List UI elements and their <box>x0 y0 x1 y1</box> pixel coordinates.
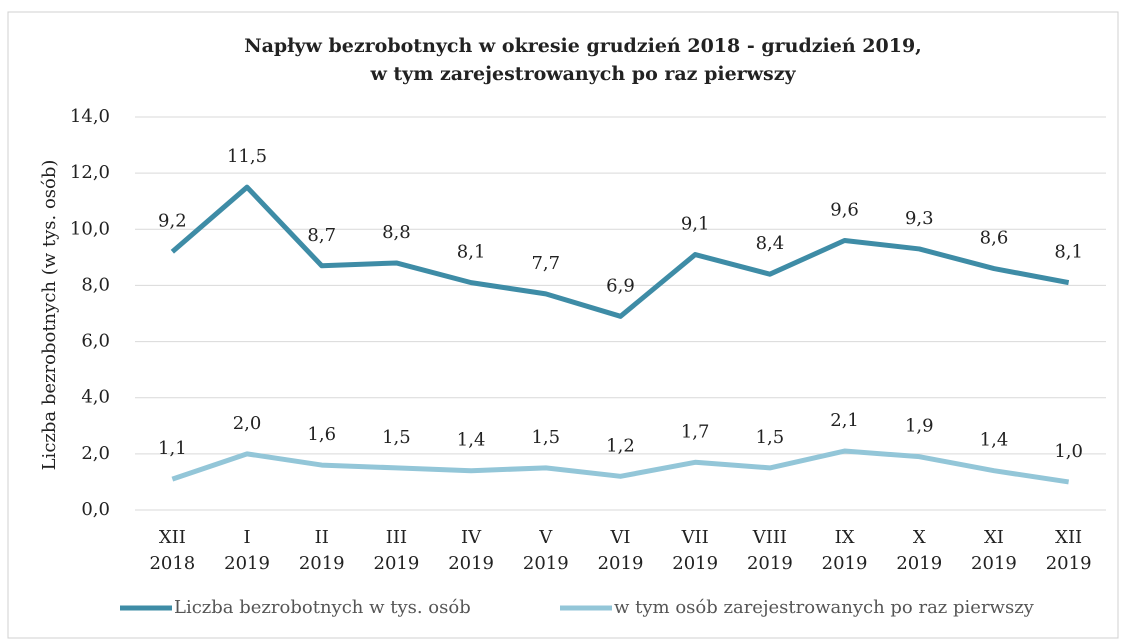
data-label: 8,1 <box>1054 242 1083 263</box>
y-tick-label: 12,0 <box>70 162 110 183</box>
data-label: 11,5 <box>227 146 267 167</box>
data-label: 1,7 <box>681 421 710 442</box>
line-series <box>170 184 1070 319</box>
data-label: 2,1 <box>830 410 859 431</box>
x-tick-label: 2019 <box>822 553 868 574</box>
y-tick-label: 6,0 <box>81 331 110 352</box>
data-label: 8,7 <box>307 225 336 246</box>
x-tick-label: II <box>315 527 329 548</box>
y-tick-label: 8,0 <box>81 274 110 295</box>
legend-label: Liczba bezrobotnych w tys. osób <box>174 597 471 618</box>
data-label: 1,9 <box>905 416 934 437</box>
data-label: 1,4 <box>980 430 1009 451</box>
data-label: 1,6 <box>307 424 336 445</box>
x-tick-label: 2019 <box>896 553 942 574</box>
y-axis-label: Liczba bezrobotnych (w tys. osób) <box>39 160 60 471</box>
data-label: 9,6 <box>830 200 859 221</box>
x-tick-label: XII <box>1055 527 1082 548</box>
x-tick-label: 2019 <box>448 553 494 574</box>
line-series <box>171 448 1070 485</box>
x-tick-label: III <box>386 527 407 548</box>
x-tick-label: X <box>913 527 926 548</box>
y-tick-label: 10,0 <box>70 218 110 239</box>
data-label: 7,7 <box>531 253 560 274</box>
x-tick-label: IV <box>461 527 482 548</box>
x-tick-label: 2019 <box>299 553 345 574</box>
chart-title: Napływ bezrobotnych w okresie grudzień 2… <box>244 35 922 57</box>
data-label: 1,0 <box>1054 441 1083 462</box>
x-tick-label: 2019 <box>598 553 644 574</box>
data-label: 1,5 <box>531 427 560 448</box>
x-tick-label: 2019 <box>971 553 1017 574</box>
x-tick-label: XI <box>984 527 1004 548</box>
data-label: 9,2 <box>158 211 187 232</box>
data-label: 1,4 <box>457 430 486 451</box>
x-tick-label: V <box>538 527 553 548</box>
x-tick-label: 2019 <box>374 553 420 574</box>
x-tick-label: VIII <box>752 527 787 548</box>
x-tick-label: 2019 <box>1046 553 1092 574</box>
data-label: 8,1 <box>457 242 486 263</box>
data-label: 6,9 <box>606 275 635 296</box>
chart-title: w tym zarejestrowanych po raz pierwszy <box>369 63 796 85</box>
x-tick-label: XII <box>159 527 186 548</box>
y-tick-label: 4,0 <box>81 387 110 408</box>
x-tick-label: IX <box>835 527 855 548</box>
data-label: 1,1 <box>158 438 187 459</box>
y-tick-label: 2,0 <box>81 443 110 464</box>
x-tick-label: 2019 <box>224 553 270 574</box>
y-tick-label: 14,0 <box>70 106 110 127</box>
x-tick-label: 2018 <box>149 553 195 574</box>
data-label: 8,8 <box>382 222 411 243</box>
x-tick-label: 2019 <box>672 553 718 574</box>
x-tick-label: I <box>243 527 250 548</box>
x-tick-label: VI <box>609 527 630 548</box>
data-label: 8,4 <box>756 233 785 254</box>
x-tick-label: 2019 <box>523 553 569 574</box>
data-label: 1,2 <box>606 435 635 456</box>
data-label: 8,6 <box>980 228 1009 249</box>
data-label: 2,0 <box>233 413 262 434</box>
data-label: 9,1 <box>681 214 710 235</box>
data-label: 9,3 <box>905 208 934 229</box>
x-tick-label: VII <box>681 527 709 548</box>
data-label: 1,5 <box>756 427 785 448</box>
chart-frame <box>7 11 1119 639</box>
legend-label: w tym osób zarejestrowanych po raz pierw… <box>614 597 1035 618</box>
y-tick-label: 0,0 <box>81 499 110 520</box>
data-label: 1,5 <box>382 427 411 448</box>
x-tick-label: 2019 <box>747 553 793 574</box>
